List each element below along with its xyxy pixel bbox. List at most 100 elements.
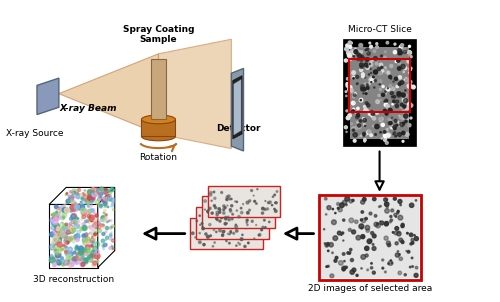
Circle shape xyxy=(78,246,84,251)
Circle shape xyxy=(398,271,402,275)
Circle shape xyxy=(403,50,406,53)
Circle shape xyxy=(219,220,221,222)
Circle shape xyxy=(351,50,354,53)
Circle shape xyxy=(90,199,92,202)
Circle shape xyxy=(69,237,72,241)
Circle shape xyxy=(74,234,80,239)
Circle shape xyxy=(360,69,362,72)
Circle shape xyxy=(82,234,86,238)
Circle shape xyxy=(56,217,57,218)
Circle shape xyxy=(53,242,56,245)
Circle shape xyxy=(324,229,325,230)
Circle shape xyxy=(207,210,210,213)
Circle shape xyxy=(372,234,376,238)
Circle shape xyxy=(372,117,376,120)
Circle shape xyxy=(328,265,329,267)
Circle shape xyxy=(110,188,114,192)
Circle shape xyxy=(356,236,360,240)
Circle shape xyxy=(102,218,106,222)
Circle shape xyxy=(380,205,382,207)
Circle shape xyxy=(240,211,243,214)
Circle shape xyxy=(88,205,90,207)
Circle shape xyxy=(108,192,112,196)
Circle shape xyxy=(274,210,277,212)
Circle shape xyxy=(365,77,366,78)
Circle shape xyxy=(84,250,86,251)
Circle shape xyxy=(83,193,87,198)
Circle shape xyxy=(356,114,360,117)
Circle shape xyxy=(405,90,406,91)
Circle shape xyxy=(104,231,106,233)
Circle shape xyxy=(60,248,64,251)
Circle shape xyxy=(112,248,114,250)
Circle shape xyxy=(356,53,360,56)
Circle shape xyxy=(73,251,76,254)
Circle shape xyxy=(372,125,374,127)
Circle shape xyxy=(213,204,216,207)
Circle shape xyxy=(84,224,86,226)
Circle shape xyxy=(56,210,58,212)
Circle shape xyxy=(344,126,348,129)
Circle shape xyxy=(199,233,200,234)
Circle shape xyxy=(90,254,94,258)
Circle shape xyxy=(72,208,76,211)
Circle shape xyxy=(398,92,400,94)
Circle shape xyxy=(98,193,100,195)
Circle shape xyxy=(349,218,354,223)
Circle shape xyxy=(366,84,368,86)
Circle shape xyxy=(220,216,223,219)
Circle shape xyxy=(222,205,225,207)
Circle shape xyxy=(232,214,234,215)
Circle shape xyxy=(100,218,104,221)
Circle shape xyxy=(406,133,409,136)
Circle shape xyxy=(80,201,82,203)
Circle shape xyxy=(74,256,76,259)
Circle shape xyxy=(394,213,397,216)
Circle shape xyxy=(56,227,60,231)
Circle shape xyxy=(335,256,338,259)
Circle shape xyxy=(55,249,60,255)
Circle shape xyxy=(408,72,410,73)
Circle shape xyxy=(353,127,356,130)
Circle shape xyxy=(384,134,387,138)
Circle shape xyxy=(390,125,394,129)
Circle shape xyxy=(261,229,262,231)
Circle shape xyxy=(70,227,74,232)
Circle shape xyxy=(348,53,352,57)
Circle shape xyxy=(360,65,363,69)
Circle shape xyxy=(214,197,216,199)
Circle shape xyxy=(400,81,404,84)
Circle shape xyxy=(82,226,87,231)
Circle shape xyxy=(272,196,274,198)
Circle shape xyxy=(92,216,98,221)
Circle shape xyxy=(385,112,388,115)
Circle shape xyxy=(352,101,355,105)
Circle shape xyxy=(218,208,219,210)
Circle shape xyxy=(400,52,401,53)
Circle shape xyxy=(68,198,70,199)
Circle shape xyxy=(232,222,234,224)
Circle shape xyxy=(386,108,390,111)
Circle shape xyxy=(92,236,93,237)
Circle shape xyxy=(71,236,75,240)
Circle shape xyxy=(366,48,368,50)
Circle shape xyxy=(80,227,84,231)
Circle shape xyxy=(92,191,94,193)
Circle shape xyxy=(371,59,374,61)
Circle shape xyxy=(90,188,94,192)
Circle shape xyxy=(230,232,232,233)
Circle shape xyxy=(354,220,358,223)
Circle shape xyxy=(94,191,96,192)
Circle shape xyxy=(58,208,60,211)
Circle shape xyxy=(104,201,108,204)
Circle shape xyxy=(346,51,350,55)
Circle shape xyxy=(64,236,66,238)
Circle shape xyxy=(370,239,372,241)
Circle shape xyxy=(74,220,76,223)
Circle shape xyxy=(376,112,378,114)
Circle shape xyxy=(208,209,210,210)
Circle shape xyxy=(82,249,86,252)
Circle shape xyxy=(82,211,86,216)
Circle shape xyxy=(352,127,353,129)
Circle shape xyxy=(55,256,57,258)
